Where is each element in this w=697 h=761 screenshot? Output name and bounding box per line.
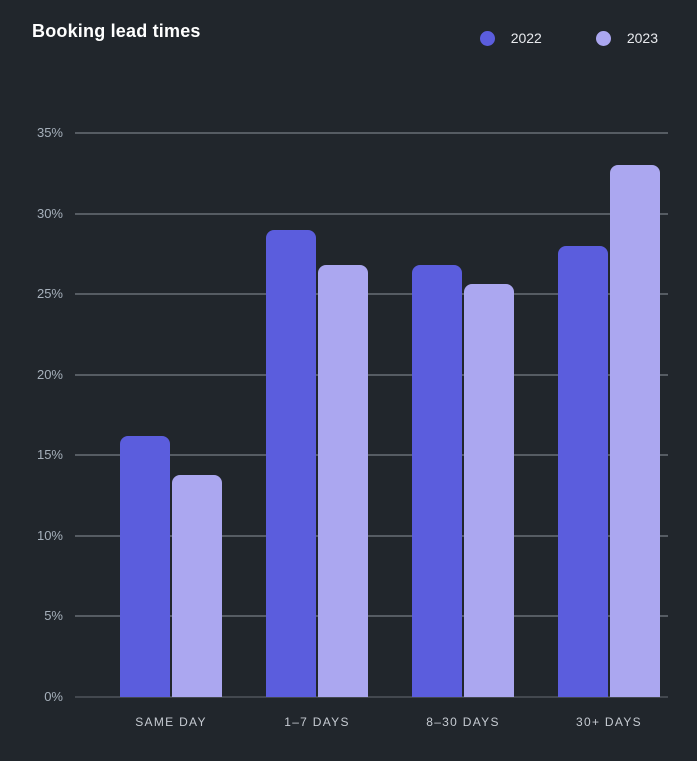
bar-2022-8-30-days: [412, 265, 462, 697]
x-axis-category-label: 1–7 DAYS: [284, 715, 350, 729]
bar-2022-1-7-days: [266, 229, 316, 697]
gridline: [75, 132, 668, 134]
y-axis-tick-label: 25%: [36, 286, 63, 302]
legend-label: 2022: [510, 30, 542, 46]
y-axis-tick-label: 15%: [36, 447, 63, 463]
y-axis-tick-label: 0%: [44, 689, 63, 704]
gridline: [75, 373, 668, 376]
legend-dot-2023: [595, 30, 611, 46]
legend-item-2022[interactable]: 2022: [479, 30, 542, 46]
chart-title: Booking lead times: [32, 21, 201, 41]
bar-2023-same-day: [172, 474, 222, 697]
bar-2023-1-7-days: [318, 265, 368, 697]
x-axis-category-label: 8–30 DAYS: [426, 715, 500, 729]
x-axis-category-label: SAME DAY: [135, 715, 207, 729]
bar-2022-30-days: [558, 245, 608, 697]
x-axis-category-label: 30+ DAYS: [576, 715, 642, 729]
y-axis-tick-label: 30%: [36, 205, 63, 221]
bar-2023-30-days: [610, 165, 660, 697]
gridline: [75, 454, 668, 457]
y-axis-tick-label: 5%: [44, 608, 63, 624]
legend-dot-2022: [479, 30, 495, 46]
legend-item-2023[interactable]: 2023: [595, 30, 658, 46]
legend: 2022 2023: [479, 30, 658, 46]
gridline: [75, 615, 668, 618]
bar-2023-8-30-days: [464, 284, 514, 697]
y-axis-tick-label: 10%: [36, 527, 63, 543]
gridline: [75, 534, 668, 537]
legend-label: 2023: [626, 30, 658, 46]
gridline: [75, 212, 668, 215]
y-axis-tick-label: 35%: [36, 125, 63, 140]
bar-2022-same-day: [120, 435, 170, 697]
y-axis-tick-label: 20%: [36, 366, 63, 382]
gridline: [75, 293, 668, 296]
x-axis-line: [75, 696, 668, 698]
